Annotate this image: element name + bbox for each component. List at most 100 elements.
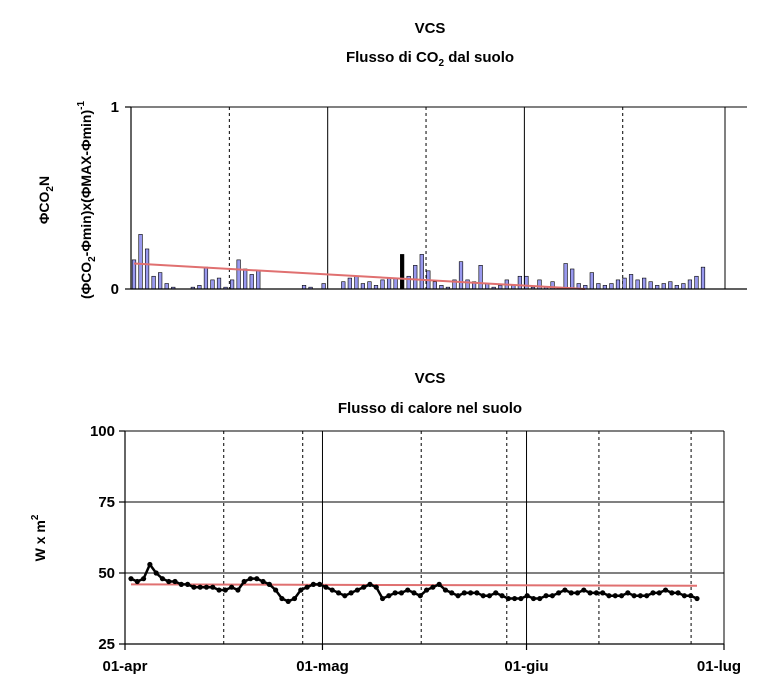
data-point — [411, 590, 417, 596]
data-point — [512, 595, 518, 602]
soil-heat-flux-chart: VCS Flusso di calore nel suolo W x m2 25… — [30, 370, 741, 675]
data-point — [656, 590, 662, 596]
data-point — [417, 593, 423, 599]
data-point — [317, 581, 323, 587]
x-tick-label: 01-lug — [697, 658, 741, 675]
data-point — [367, 581, 373, 587]
bar — [367, 281, 372, 290]
bar — [609, 283, 614, 290]
data-point — [373, 584, 379, 590]
chart2-y-ticks: 25 50 75 100 — [90, 423, 125, 653]
chart2-trend-line — [130, 583, 698, 587]
bar — [400, 254, 405, 290]
y-tick-label: 25 — [98, 636, 115, 653]
data-point — [593, 590, 599, 596]
bar — [589, 272, 594, 290]
data-point — [524, 593, 530, 599]
bar — [622, 277, 627, 290]
x-tick-label: 01-mag — [296, 658, 349, 675]
bar — [570, 268, 575, 290]
data-point — [606, 593, 612, 599]
data-point — [556, 590, 562, 596]
y-tick-label: 0 — [111, 281, 119, 298]
bar — [517, 275, 522, 290]
data-point — [342, 593, 348, 599]
data-point — [644, 593, 650, 599]
bar — [354, 275, 359, 290]
bar — [380, 279, 385, 290]
y-tick-label: 1 — [111, 99, 119, 116]
chart1-subtitle: Flusso di CO2 dal suolo — [346, 49, 514, 69]
chart2-ylabel: W x m2 — [30, 514, 48, 561]
data-point — [379, 595, 386, 602]
data-point — [298, 587, 304, 593]
bar — [419, 254, 424, 290]
data-point — [405, 587, 411, 593]
data-point — [166, 578, 172, 585]
data-point — [291, 595, 298, 602]
data-point — [266, 581, 272, 587]
chart1-ylabel-line2: (ΦCO2-Φmin)x(ΦMAX-Φmin)-1 — [76, 101, 98, 300]
data-point — [285, 598, 291, 605]
data-point — [222, 587, 228, 593]
data-point — [493, 590, 499, 596]
bar — [158, 272, 163, 290]
bar — [687, 279, 693, 290]
bar — [360, 283, 366, 290]
data-point — [430, 584, 436, 590]
data-point — [600, 590, 606, 596]
data-point — [210, 584, 216, 590]
data-point — [254, 576, 260, 582]
data-point — [581, 587, 587, 593]
bar — [694, 275, 699, 290]
data-point — [449, 590, 455, 596]
bar — [615, 279, 621, 290]
co2-flux-chart: VCS Flusso di CO2 dal suolo ΦCO2N (ΦCO2-… — [36, 20, 747, 299]
chart2-title: VCS — [415, 370, 446, 387]
bar — [668, 281, 673, 290]
chart1-bars — [131, 234, 706, 290]
data-point — [203, 584, 210, 590]
data-point — [172, 578, 178, 585]
data-point — [348, 590, 354, 596]
bar — [230, 279, 235, 290]
data-point — [386, 593, 392, 599]
data-point — [185, 581, 191, 587]
data-point — [140, 576, 147, 582]
chart2-subtitle: Flusso di calore nel suolo — [338, 400, 522, 417]
bar — [458, 261, 464, 290]
data-point — [128, 576, 134, 582]
data-point — [637, 593, 644, 599]
data-point — [669, 590, 675, 596]
data-point — [461, 590, 467, 596]
bar — [243, 268, 248, 290]
bar — [393, 277, 398, 290]
data-point — [574, 590, 581, 596]
data-point — [241, 578, 247, 585]
bar — [700, 266, 706, 290]
data-point — [159, 576, 166, 582]
bar — [216, 277, 222, 290]
data-point — [229, 584, 235, 590]
bar — [203, 266, 209, 290]
bar — [537, 279, 542, 290]
data-point — [612, 593, 618, 599]
data-point — [480, 593, 486, 599]
bar — [524, 275, 529, 290]
bar — [563, 263, 568, 290]
data-point — [568, 590, 574, 596]
y-tick-label: 100 — [90, 423, 115, 440]
data-point — [329, 587, 335, 593]
chart1-gridlines — [131, 106, 747, 289]
chart1-title: VCS — [415, 20, 446, 37]
chart1-axes — [130, 107, 747, 290]
bar — [138, 234, 143, 290]
data-point — [423, 587, 430, 593]
bar — [321, 283, 326, 290]
chart1-ylabel-line1: ΦCO2N — [36, 176, 56, 224]
bar — [681, 283, 686, 290]
data-point — [675, 590, 681, 596]
data-point — [486, 593, 493, 599]
bar — [210, 279, 215, 290]
